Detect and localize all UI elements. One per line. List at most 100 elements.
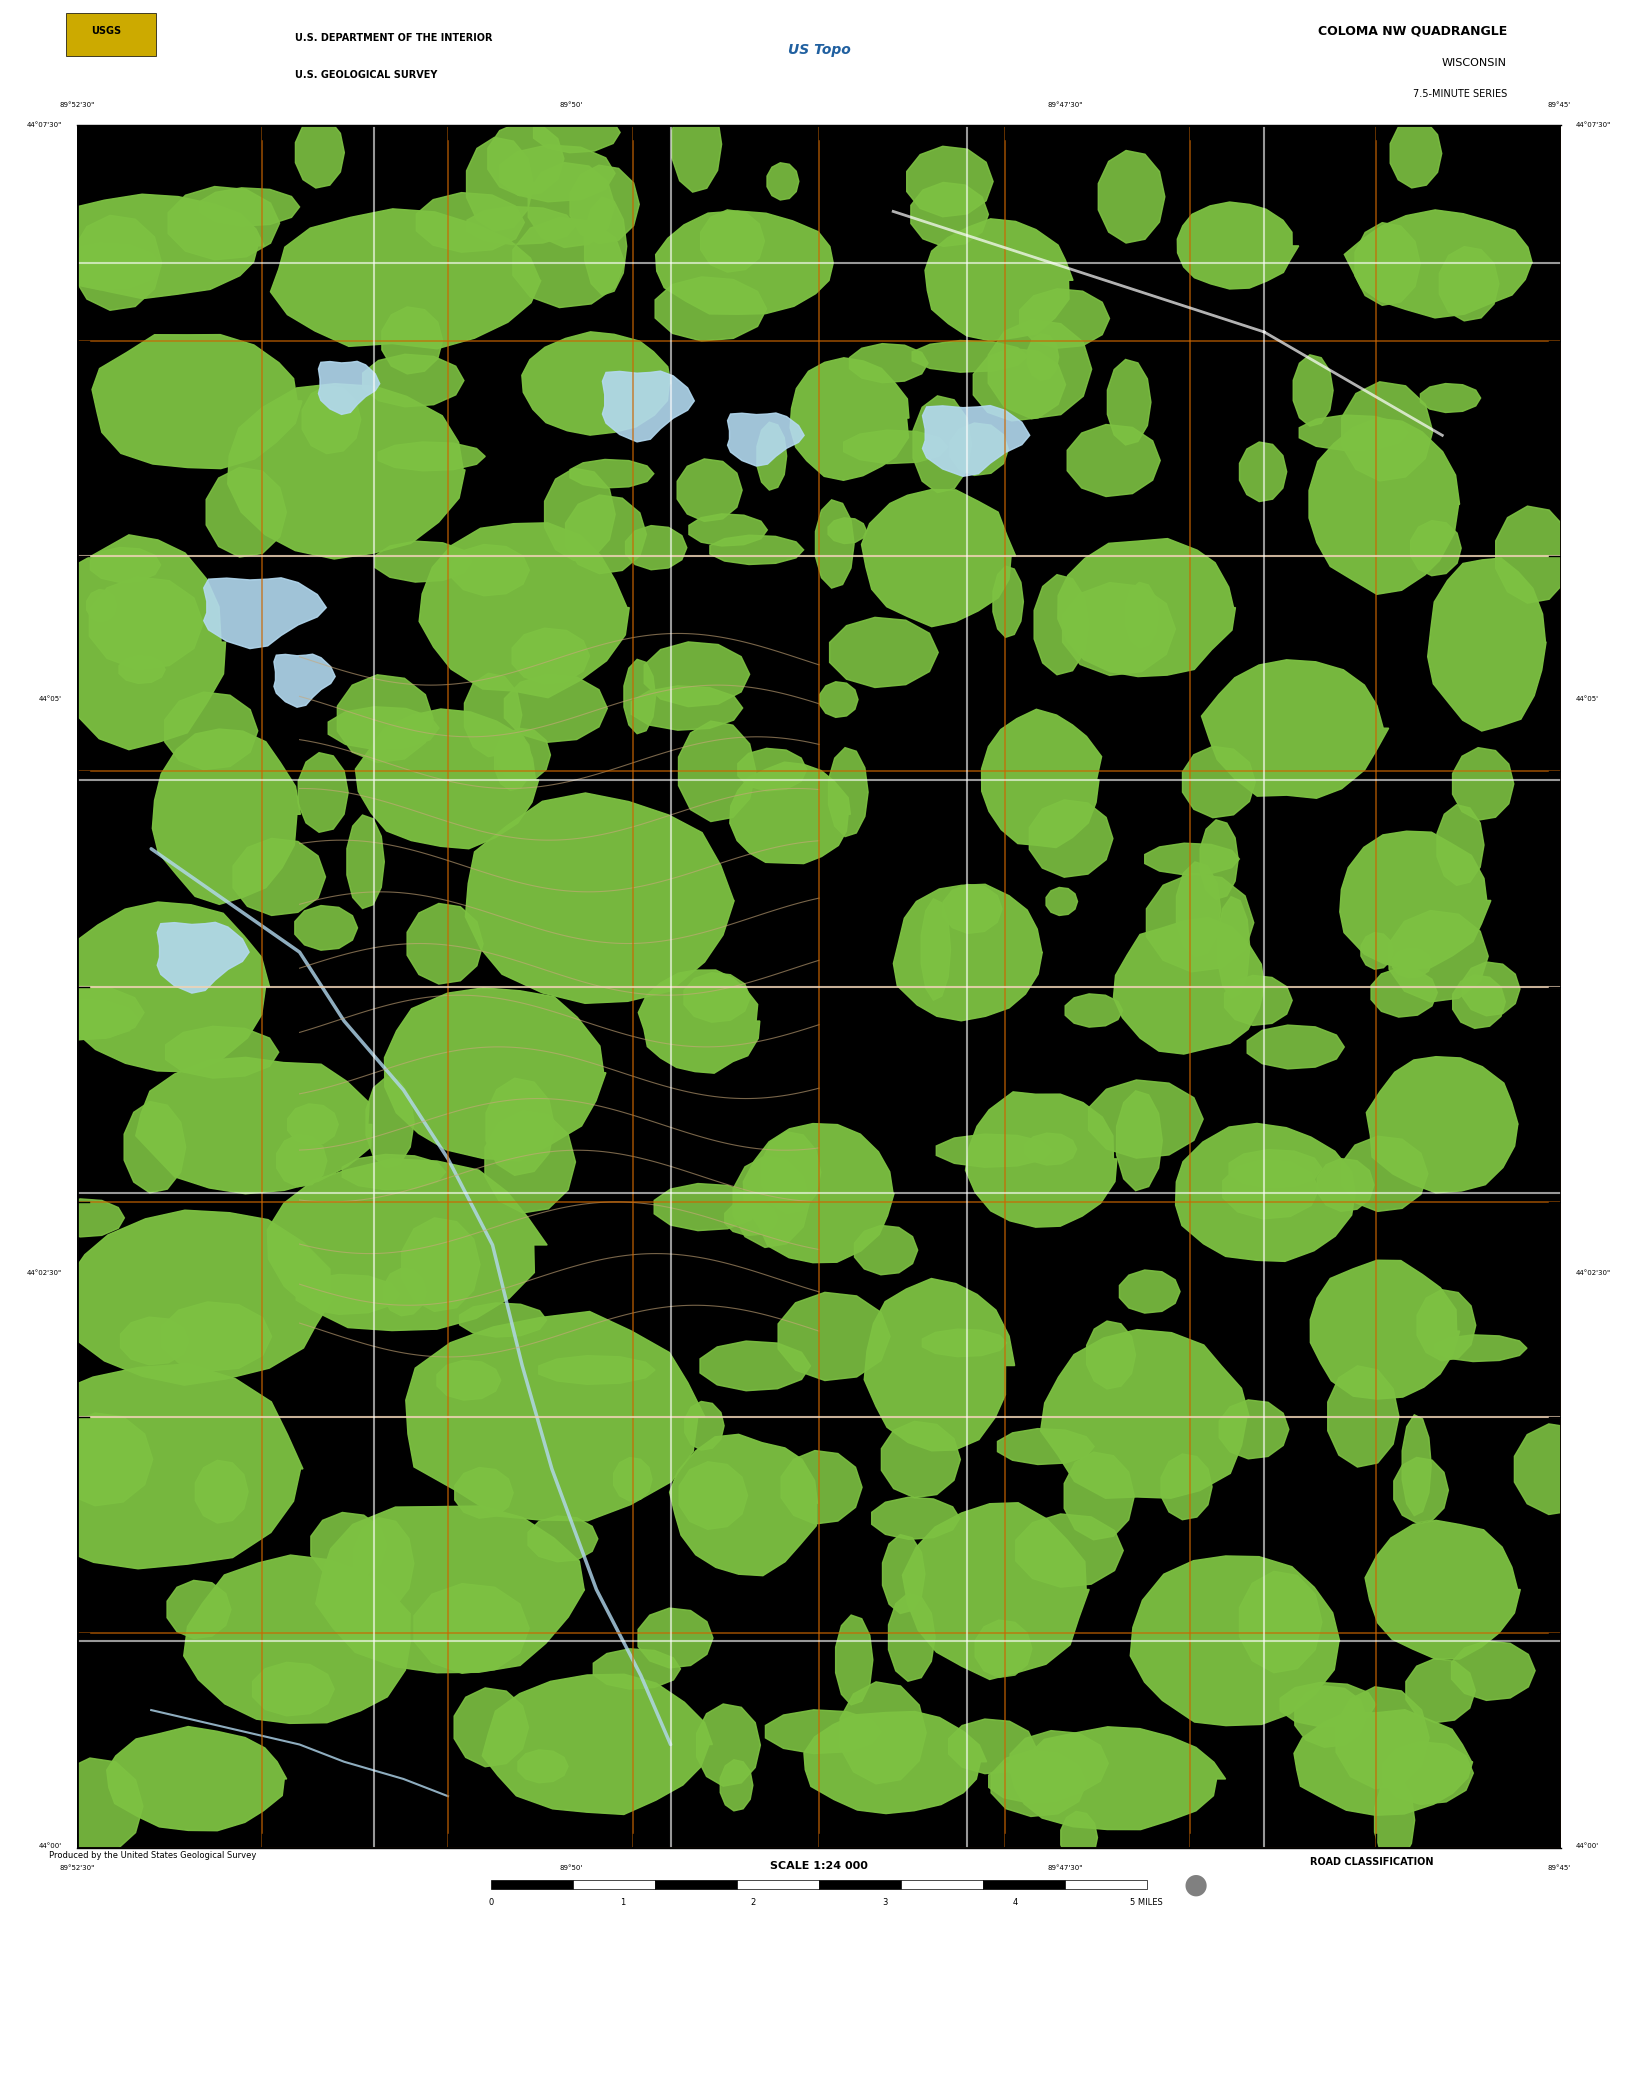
Polygon shape (347, 814, 385, 908)
Polygon shape (1428, 557, 1546, 731)
Polygon shape (1099, 150, 1165, 242)
Polygon shape (1176, 1123, 1355, 1261)
Text: 44°05': 44°05' (1576, 695, 1599, 702)
Text: US Topo: US Topo (788, 44, 850, 56)
Polygon shape (92, 334, 301, 468)
Polygon shape (1107, 359, 1152, 445)
Polygon shape (1374, 1777, 1415, 1862)
Polygon shape (943, 885, 1002, 933)
Polygon shape (727, 413, 804, 466)
Polygon shape (1420, 384, 1481, 413)
Polygon shape (1453, 975, 1505, 1029)
Polygon shape (991, 1750, 1086, 1817)
Polygon shape (454, 1687, 529, 1766)
Polygon shape (757, 422, 786, 491)
Polygon shape (639, 1608, 713, 1668)
Polygon shape (527, 1516, 598, 1562)
Polygon shape (342, 1155, 446, 1190)
Polygon shape (162, 1303, 272, 1372)
Polygon shape (835, 1614, 873, 1706)
Polygon shape (267, 1159, 547, 1330)
Polygon shape (382, 307, 442, 374)
Polygon shape (165, 691, 257, 770)
Polygon shape (654, 1184, 758, 1230)
Polygon shape (288, 1105, 339, 1144)
Polygon shape (1086, 1322, 1135, 1389)
Polygon shape (570, 459, 654, 489)
Text: 7.5-MINUTE SERIES: 7.5-MINUTE SERIES (1412, 90, 1507, 98)
Polygon shape (1394, 1457, 1448, 1522)
Bar (1065, 1879, 1147, 1890)
Polygon shape (1317, 1159, 1374, 1211)
Polygon shape (1405, 1658, 1476, 1723)
Text: USGS: USGS (92, 27, 121, 35)
Polygon shape (734, 1157, 809, 1247)
Text: 4: 4 (1012, 1898, 1019, 1906)
Polygon shape (401, 1217, 480, 1311)
Polygon shape (408, 904, 483, 983)
Polygon shape (883, 1535, 925, 1614)
Polygon shape (993, 566, 1024, 637)
Polygon shape (1016, 1514, 1124, 1587)
Bar (983, 1879, 1065, 1890)
Polygon shape (534, 113, 621, 152)
Bar (655, 1879, 737, 1890)
Polygon shape (228, 384, 465, 560)
Text: 44°07'30": 44°07'30" (1576, 123, 1612, 127)
Polygon shape (614, 1457, 652, 1501)
Text: 89°50': 89°50' (560, 102, 583, 109)
Polygon shape (74, 215, 162, 311)
Polygon shape (1240, 1572, 1322, 1672)
Polygon shape (1342, 382, 1433, 480)
Text: ROAD CLASSIFICATION: ROAD CLASSIFICATION (1310, 1858, 1433, 1867)
Polygon shape (631, 685, 742, 731)
Text: SCALE 1:24 000: SCALE 1:24 000 (770, 1860, 868, 1871)
Bar (819, 1879, 901, 1890)
Polygon shape (52, 1758, 143, 1854)
Polygon shape (90, 547, 161, 583)
Text: 2: 2 (750, 1898, 757, 1906)
Polygon shape (1228, 1150, 1322, 1188)
Bar (66, 13, 156, 56)
Polygon shape (912, 397, 971, 493)
Polygon shape (482, 1675, 713, 1814)
Polygon shape (829, 518, 867, 543)
Polygon shape (90, 576, 203, 670)
Polygon shape (485, 1111, 575, 1213)
Polygon shape (419, 522, 629, 697)
Polygon shape (1145, 844, 1240, 875)
Text: 89°45': 89°45' (1548, 102, 1571, 109)
Polygon shape (903, 1503, 1089, 1679)
Polygon shape (39, 194, 264, 299)
Text: 89°45': 89°45' (1548, 1865, 1571, 1871)
Polygon shape (1281, 1683, 1376, 1727)
Text: 44°07'30": 44°07'30" (26, 123, 62, 127)
Polygon shape (544, 468, 616, 560)
Text: 1: 1 (619, 1898, 626, 1906)
Polygon shape (49, 1199, 124, 1236)
Polygon shape (1178, 203, 1299, 288)
Polygon shape (362, 355, 464, 407)
Polygon shape (406, 1311, 704, 1520)
Polygon shape (1417, 1290, 1476, 1361)
Polygon shape (855, 1226, 917, 1276)
Polygon shape (1495, 505, 1572, 603)
Polygon shape (29, 986, 144, 1040)
Polygon shape (1453, 748, 1514, 821)
Polygon shape (365, 1077, 414, 1167)
Polygon shape (1294, 1710, 1473, 1814)
Polygon shape (165, 1027, 278, 1077)
Text: 5 MILES: 5 MILES (1130, 1898, 1163, 1906)
Polygon shape (61, 902, 270, 1071)
Text: U.S. GEOLOGICAL SURVEY: U.S. GEOLOGICAL SURVEY (295, 71, 437, 79)
Polygon shape (157, 923, 249, 994)
Polygon shape (460, 1303, 547, 1336)
Polygon shape (1382, 1741, 1473, 1804)
Polygon shape (685, 1401, 724, 1451)
Bar (573, 1879, 655, 1890)
Polygon shape (124, 1102, 185, 1192)
Polygon shape (355, 710, 539, 850)
Bar (491, 1879, 573, 1890)
Polygon shape (1217, 896, 1250, 998)
Polygon shape (744, 1123, 894, 1263)
